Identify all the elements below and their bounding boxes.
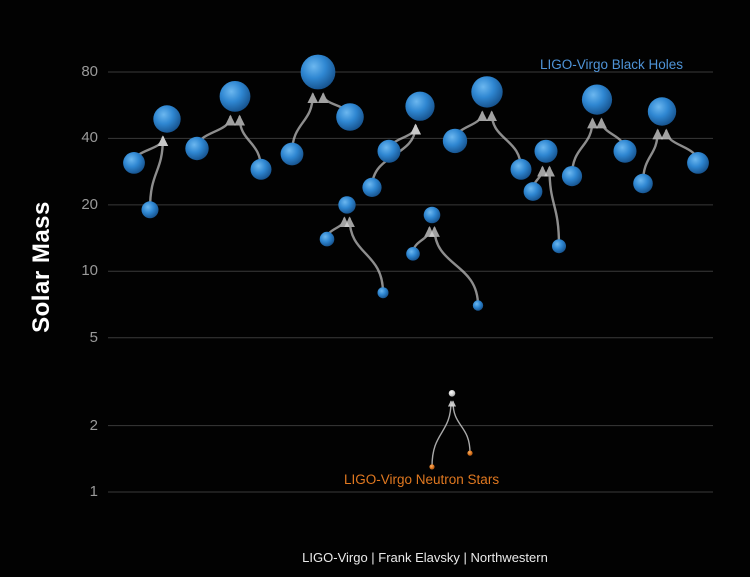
black-hole-final-circle <box>153 105 181 133</box>
black-hole-component-circle <box>687 152 709 174</box>
black-hole-final-circle <box>300 54 336 90</box>
y-tick-label: 80 <box>81 63 98 81</box>
black-hole-component-circle <box>442 128 468 154</box>
neutron-star-component-circle <box>429 464 435 470</box>
black-hole-final-circle <box>647 97 677 126</box>
black-hole-component-circle <box>250 158 272 180</box>
y-axis-title: Solar Mass <box>28 201 55 333</box>
credit-caption: LIGO-Virgo | Frank Elavsky | Northwester… <box>302 550 548 565</box>
merger-arrow <box>449 400 471 454</box>
y-tick-label: 40 <box>81 129 98 147</box>
black-hole-component-circle <box>510 158 532 180</box>
neutron-star-component-circle <box>467 450 473 456</box>
merger-arrow <box>544 165 561 248</box>
black-hole-final-circle <box>534 139 558 163</box>
black-hole-component-circle <box>561 166 583 187</box>
black-hole-component-circle <box>319 231 335 247</box>
black-hole-component-circle <box>123 152 145 174</box>
black-hole-component-circle <box>406 247 420 261</box>
black-hole-final-circle <box>219 81 251 112</box>
black-hole-component-circle <box>523 182 543 201</box>
black-hole-component-circle <box>185 136 209 161</box>
black-hole-component-circle <box>141 201 159 219</box>
black-holes-legend-label: LIGO-Virgo Black Holes <box>540 57 684 72</box>
neutron-stars-legend-label: LIGO-Virgo Neutron Stars <box>344 472 500 487</box>
black-hole-final-circle <box>405 91 435 121</box>
black-hole-component-circle <box>472 300 484 311</box>
black-hole-component-circle <box>552 239 566 254</box>
black-hole-component-circle <box>377 139 401 163</box>
black-hole-component-circle <box>362 177 382 197</box>
merger-arrow <box>431 400 455 468</box>
black-hole-final-circle <box>581 84 613 115</box>
black-hole-component-circle <box>280 142 304 166</box>
black-hole-component-circle <box>377 287 389 299</box>
black-hole-final-circle <box>471 76 503 108</box>
black-hole-component-circle <box>336 103 364 131</box>
y-tick-label: 20 <box>81 196 98 214</box>
merger-arrows <box>132 92 700 468</box>
black-hole-component-circle <box>633 173 653 194</box>
y-tick-label: 5 <box>89 328 98 346</box>
merger-arrow <box>148 135 169 211</box>
gridlines <box>108 71 713 493</box>
y-tick-label: 2 <box>89 416 98 434</box>
y-tick-label: 10 <box>81 262 98 280</box>
mass-circles <box>123 54 709 470</box>
black-hole-final-circle <box>338 196 356 214</box>
black-hole-component-circle <box>613 139 637 163</box>
merger-arrow <box>344 216 385 294</box>
merger-remnant-circle <box>448 390 456 397</box>
merger-arrow <box>429 226 480 307</box>
y-tick-label: 1 <box>89 483 98 501</box>
black-hole-final-circle <box>423 206 441 224</box>
